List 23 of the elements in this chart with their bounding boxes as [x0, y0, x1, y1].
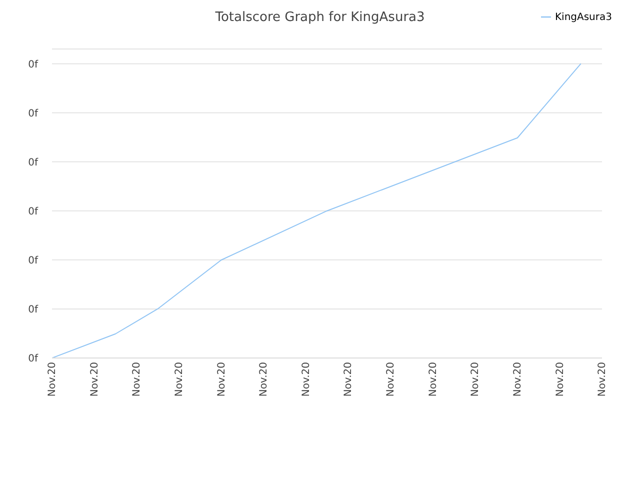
- x-tick-label: Nov.20: [300, 362, 312, 397]
- legend-label: KingAsura3: [554, 12, 612, 23]
- x-tick-label: Nov.20: [470, 362, 482, 397]
- x-tick-label: Nov.20: [174, 362, 186, 397]
- x-tick-label: Nov.20: [428, 362, 439, 397]
- text: 0f: [28, 59, 38, 70]
- x-tick-label: Nov.20: [343, 362, 354, 397]
- text: 0f: [28, 304, 38, 316]
- text: 0f: [28, 157, 38, 168]
- x-tick-label: Nov.20: [47, 362, 58, 397]
- text: 0f: [28, 108, 38, 120]
- x-tick-label: Nov.20: [597, 362, 608, 397]
- text: 0f: [28, 354, 38, 365]
- x-tick-label: Nov.20: [386, 362, 397, 397]
- x-tick-label: Nov.20: [89, 362, 100, 397]
- x-tick-label: Nov.20: [132, 362, 143, 397]
- text: 0f: [28, 206, 38, 218]
- x-tick-label: Nov.20: [258, 362, 270, 397]
- x-tick-label: Nov.20: [554, 362, 566, 397]
- chart-title: Totalscore Graph for KingAsura3: [215, 10, 425, 25]
- x-tick-label: Nov.20: [216, 362, 228, 397]
- x-tick-label: Nov.20: [512, 362, 524, 397]
- text: 0f: [28, 255, 38, 266]
